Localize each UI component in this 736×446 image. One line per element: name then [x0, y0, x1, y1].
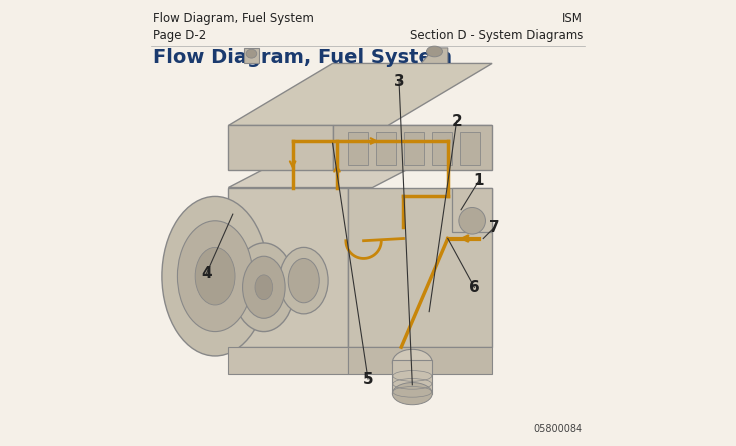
Ellipse shape: [255, 275, 273, 300]
Polygon shape: [421, 48, 447, 63]
Bar: [432, 132, 452, 165]
Polygon shape: [228, 187, 348, 347]
Text: 2: 2: [451, 114, 462, 128]
Polygon shape: [228, 347, 348, 374]
Text: 4: 4: [201, 266, 211, 281]
Polygon shape: [348, 347, 492, 374]
Text: 3: 3: [394, 74, 404, 89]
Ellipse shape: [392, 383, 432, 405]
Bar: [460, 132, 480, 165]
Ellipse shape: [426, 46, 442, 57]
Ellipse shape: [162, 196, 269, 356]
Bar: [348, 132, 368, 165]
Text: ISM: ISM: [562, 12, 583, 25]
Text: Section D - System Diagrams: Section D - System Diagrams: [410, 29, 583, 42]
Text: 6: 6: [469, 280, 480, 295]
Ellipse shape: [243, 256, 285, 318]
Text: 7: 7: [489, 220, 500, 235]
Polygon shape: [228, 125, 333, 170]
Ellipse shape: [177, 221, 252, 331]
Text: Page D-2: Page D-2: [153, 29, 206, 42]
Text: 1: 1: [473, 173, 484, 188]
Ellipse shape: [459, 207, 486, 234]
Polygon shape: [348, 187, 492, 347]
Ellipse shape: [392, 349, 432, 376]
Bar: [452, 187, 492, 232]
Polygon shape: [244, 48, 259, 63]
Text: Flow Diagram, Fuel System: Flow Diagram, Fuel System: [153, 48, 452, 67]
Ellipse shape: [195, 248, 235, 305]
Bar: [392, 360, 432, 394]
Text: 05800084: 05800084: [534, 424, 583, 434]
Ellipse shape: [233, 243, 295, 331]
Polygon shape: [333, 125, 492, 170]
Text: 5: 5: [363, 372, 373, 387]
Polygon shape: [228, 63, 492, 125]
Ellipse shape: [280, 248, 328, 314]
Ellipse shape: [246, 49, 257, 58]
Text: Flow Diagram, Fuel System: Flow Diagram, Fuel System: [153, 12, 314, 25]
Bar: [376, 132, 396, 165]
Bar: [404, 132, 424, 165]
Polygon shape: [228, 125, 492, 187]
Ellipse shape: [289, 259, 319, 303]
